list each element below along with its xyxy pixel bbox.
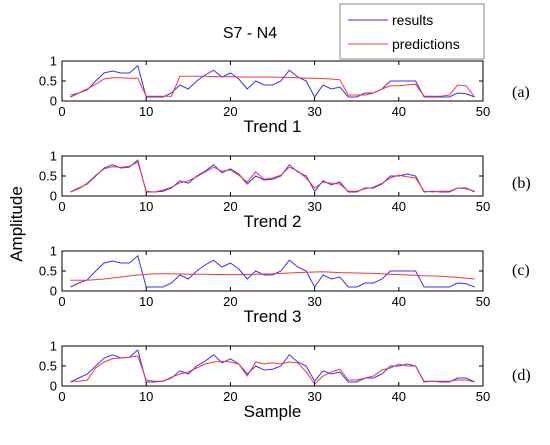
series-line-results — [70, 159, 475, 193]
y-tick-label: 0 — [50, 94, 57, 109]
y-tick-label: 0 — [50, 189, 57, 204]
y-tick-label: 0.5 — [39, 74, 57, 89]
x-tick-label: 40 — [392, 199, 406, 214]
panel-label: (b) — [512, 175, 531, 192]
y-tick-label: 0 — [50, 379, 57, 394]
figure-title: S7 - N4 — [223, 25, 277, 42]
axes-box — [61, 60, 484, 102]
panel-label: (a) — [512, 84, 530, 101]
x-tick-label: 30 — [307, 294, 321, 309]
x-tick-label: 50 — [476, 199, 490, 214]
legend-label-predictions: predictions — [392, 36, 460, 52]
x-tick-label: 40 — [392, 104, 406, 119]
x-tick-label: 10 — [139, 389, 153, 404]
x-tick-label: 0 — [58, 389, 65, 404]
x-tick-label: 0 — [58, 104, 65, 119]
series-line-results — [70, 254, 475, 288]
x-tick-label: 30 — [307, 199, 321, 214]
x-tick-label: 20 — [223, 199, 237, 214]
x-tick-label: 0 — [58, 294, 65, 309]
x-tick-label: 20 — [223, 294, 237, 309]
axes-box — [61, 155, 484, 197]
axes-box — [61, 250, 484, 292]
legend-box — [339, 3, 485, 60]
series-line-predictions — [70, 355, 475, 385]
x-axis-label: Trend 1 — [244, 117, 302, 136]
x-tick-label: 50 — [476, 389, 490, 404]
y-tick-label: 0 — [50, 284, 57, 299]
x-tick-label: 40 — [392, 389, 406, 404]
x-tick-label: 10 — [139, 294, 153, 309]
x-tick-label: 20 — [223, 389, 237, 404]
x-axis-label: Trend 2 — [244, 212, 302, 231]
x-axis-label: Trend 3 — [244, 307, 302, 326]
x-tick-label: 30 — [307, 389, 321, 404]
x-tick-label: 0 — [58, 199, 65, 214]
y-tick-label: 1 — [50, 54, 57, 69]
y-tick-label: 1 — [50, 244, 57, 259]
x-tick-label: 30 — [307, 104, 321, 119]
y-tick-label: 0.5 — [39, 264, 57, 279]
y-axis-label: Amplitude — [7, 186, 26, 262]
series-line-results — [70, 349, 475, 383]
x-tick-label: 40 — [392, 294, 406, 309]
legend: results predictions — [339, 3, 485, 60]
legend-label-results: results — [392, 12, 433, 28]
y-tick-label: 1 — [50, 339, 57, 354]
axes-box — [61, 345, 484, 387]
y-tick-label: 0.5 — [39, 359, 57, 374]
series-line-predictions — [70, 271, 475, 281]
x-tick-label: 50 — [476, 104, 490, 119]
panel-label: (d) — [512, 367, 531, 384]
x-tick-label: 10 — [139, 199, 153, 214]
series-line-predictions — [70, 75, 476, 98]
panel-label: (c) — [512, 262, 530, 279]
y-tick-label: 1 — [50, 149, 57, 164]
x-axis-label: Sample — [244, 402, 302, 421]
x-tick-label: 50 — [476, 294, 490, 309]
x-tick-label: 10 — [139, 104, 153, 119]
x-tick-label: 20 — [223, 104, 237, 119]
series-line-predictions — [70, 161, 475, 193]
series-line-results — [70, 64, 475, 98]
y-tick-label: 0.5 — [39, 169, 57, 184]
